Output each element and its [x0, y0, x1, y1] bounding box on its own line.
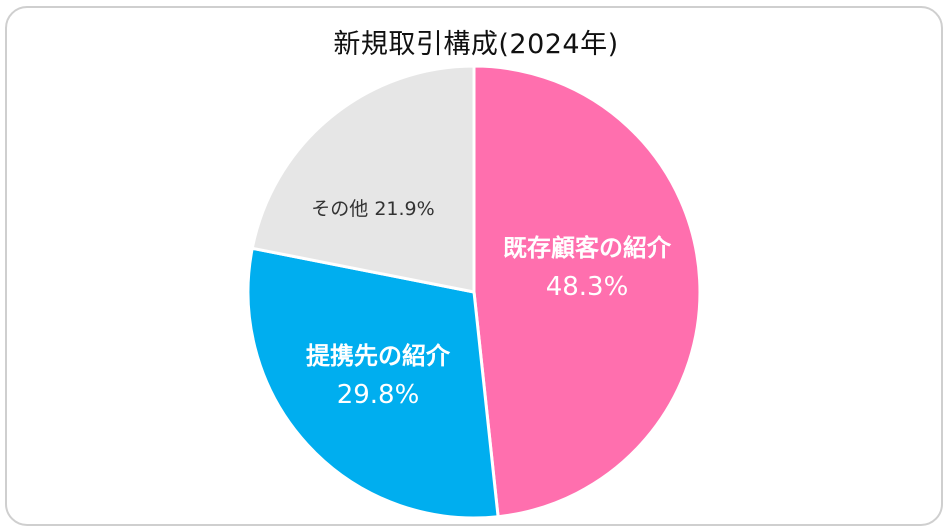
slice-name-label: 既存顧客の紹介: [503, 234, 672, 262]
pie-slices: [246, 64, 702, 520]
slice-other: [250, 64, 476, 294]
chart-title: 新規取引構成(2024年): [333, 29, 619, 60]
pie-labels: 既存顧客の紹介 48.3% 提携先の紹介 29.8% その他 21.9%: [306, 198, 672, 410]
slice-label-other: その他 21.9%: [311, 198, 434, 220]
slice-name-label: 提携先の紹介: [306, 342, 451, 370]
slice-partners: [246, 246, 500, 520]
slice-value-label: 48.3%: [546, 272, 629, 302]
slice-value-label: 29.8%: [337, 380, 420, 410]
slice-existing-customers: [472, 64, 702, 519]
